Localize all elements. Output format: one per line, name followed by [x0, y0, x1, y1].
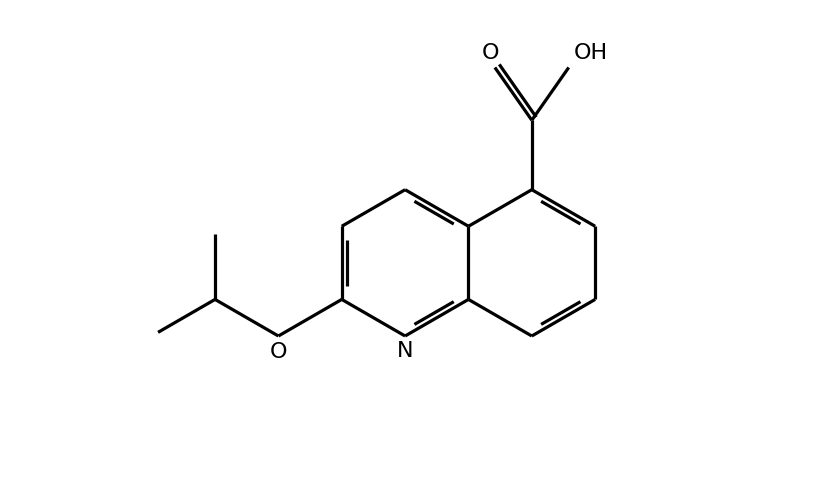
Text: OH: OH: [574, 43, 607, 63]
Text: O: O: [270, 342, 287, 362]
Text: N: N: [397, 341, 413, 361]
Text: O: O: [482, 43, 499, 63]
